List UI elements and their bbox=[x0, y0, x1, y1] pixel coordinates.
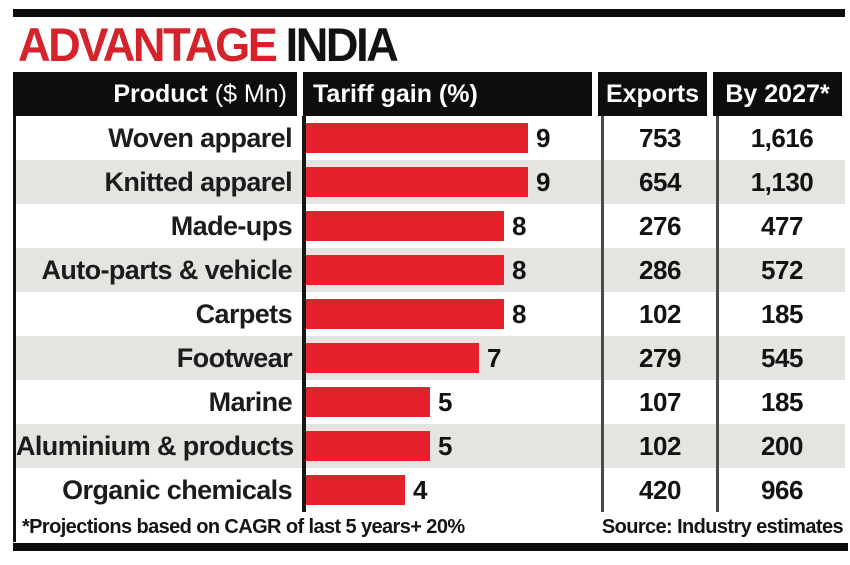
table-row: Aluminium & products 5 102 200 bbox=[16, 424, 845, 468]
table-row: Organic chemicals 4 420 966 bbox=[16, 468, 845, 512]
by2027-value: 545 bbox=[716, 336, 845, 380]
product-name: Woven apparel bbox=[16, 116, 306, 160]
footnote-text: *Projections based on CAGR of last 5 yea… bbox=[22, 515, 465, 538]
title-dark-text: INDIA bbox=[275, 18, 399, 71]
exports-value: 279 bbox=[601, 336, 716, 380]
tariff-bar-cell: 8 bbox=[306, 292, 601, 336]
product-name: Knitted apparel bbox=[16, 160, 306, 204]
tariff-bar-cell: 8 bbox=[306, 248, 601, 292]
by2027-value: 1,130 bbox=[716, 160, 845, 204]
tariff-bar-cell: 4 bbox=[306, 468, 601, 512]
tariff-bar-cell: 9 bbox=[306, 116, 601, 160]
tariff-value-label: 8 bbox=[512, 299, 527, 329]
table-row: Knitted apparel 9 654 1,130 bbox=[16, 160, 845, 204]
exports-value: 654 bbox=[601, 160, 716, 204]
tariff-bar-cell: 5 bbox=[306, 424, 601, 468]
product-name: Carpets bbox=[16, 292, 306, 336]
by2027-value: 966 bbox=[716, 468, 845, 512]
exports-value: 107 bbox=[601, 380, 716, 424]
tariff-bar bbox=[306, 475, 405, 505]
tariff-value-label: 5 bbox=[438, 387, 453, 417]
tariff-value-label: 9 bbox=[536, 167, 551, 197]
tariff-bar bbox=[306, 343, 479, 373]
table-row: Woven apparel 9 753 1,616 bbox=[16, 116, 845, 160]
product-name: Footwear bbox=[16, 336, 306, 380]
product-name: Made-ups bbox=[16, 204, 306, 248]
product-name: Auto-parts & vehicle bbox=[16, 248, 306, 292]
by2027-value: 200 bbox=[716, 424, 845, 468]
product-name: Marine bbox=[16, 380, 306, 424]
exports-value: 753 bbox=[601, 116, 716, 160]
header-product: Product ($ Mn) bbox=[13, 72, 303, 116]
table-row: Marine 5 107 185 bbox=[16, 380, 845, 424]
tariff-value-label: 4 bbox=[413, 475, 428, 505]
tariff-value-label: 5 bbox=[438, 431, 453, 461]
header-exports: Exports bbox=[598, 72, 713, 116]
table-row: Footwear 7 279 545 bbox=[16, 336, 845, 380]
tariff-bar bbox=[306, 211, 504, 241]
tariff-bar-cell: 5 bbox=[306, 380, 601, 424]
source-text: Source: Industry estimates bbox=[601, 515, 844, 538]
table-row: Auto-parts & vehicle 8 286 572 bbox=[16, 248, 845, 292]
product-name: Organic chemicals bbox=[16, 468, 306, 512]
by2027-value: 572 bbox=[716, 248, 845, 292]
header-by-2027: By 2027* bbox=[713, 72, 842, 116]
tariff-value-label: 7 bbox=[487, 343, 502, 373]
table-row: Carpets 8 102 185 bbox=[16, 292, 845, 336]
exports-value: 420 bbox=[601, 468, 716, 512]
tariff-bar-cell: 8 bbox=[306, 204, 601, 248]
tariff-value-label: 8 bbox=[512, 211, 527, 241]
tariff-bar-cell: 7 bbox=[306, 336, 601, 380]
tariff-bar bbox=[306, 167, 528, 197]
table-footer: *Projections based on CAGR of last 5 yea… bbox=[13, 512, 845, 542]
exports-value: 102 bbox=[601, 292, 716, 336]
by2027-value: 185 bbox=[716, 380, 845, 424]
by2027-value: 477 bbox=[716, 204, 845, 248]
bottom-rule bbox=[13, 543, 848, 551]
header-tariff-gain: Tariff gain (%) bbox=[303, 72, 598, 116]
page-title: ADVANTAGE INDIA bbox=[18, 18, 399, 71]
exports-value: 286 bbox=[601, 248, 716, 292]
table-header: Product ($ Mn) Tariff gain (%) Exports B… bbox=[13, 72, 845, 116]
tariff-value-label: 8 bbox=[512, 255, 527, 285]
top-rule bbox=[13, 9, 845, 17]
tariff-bar bbox=[306, 299, 504, 329]
table-row: Made-ups 8 276 477 bbox=[16, 204, 845, 248]
exports-value: 276 bbox=[601, 204, 716, 248]
by2027-value: 1,616 bbox=[716, 116, 845, 160]
tariff-bar bbox=[306, 431, 430, 461]
tariff-bar bbox=[306, 123, 528, 153]
tariff-bar bbox=[306, 387, 430, 417]
title-accent-text: ADVANTAGE bbox=[18, 18, 278, 71]
tariff-bar-cell: 9 bbox=[306, 160, 601, 204]
tariff-value-label: 9 bbox=[536, 123, 551, 153]
rows-container: Woven apparel 9 753 1,616 Knitted apparel 9 65… bbox=[13, 116, 845, 512]
tariff-bar bbox=[306, 255, 504, 285]
by2027-value: 185 bbox=[716, 292, 845, 336]
data-table: Product ($ Mn) Tariff gain (%) Exports B… bbox=[13, 72, 845, 542]
product-name: Aluminium & products bbox=[16, 424, 306, 468]
exports-value: 102 bbox=[601, 424, 716, 468]
